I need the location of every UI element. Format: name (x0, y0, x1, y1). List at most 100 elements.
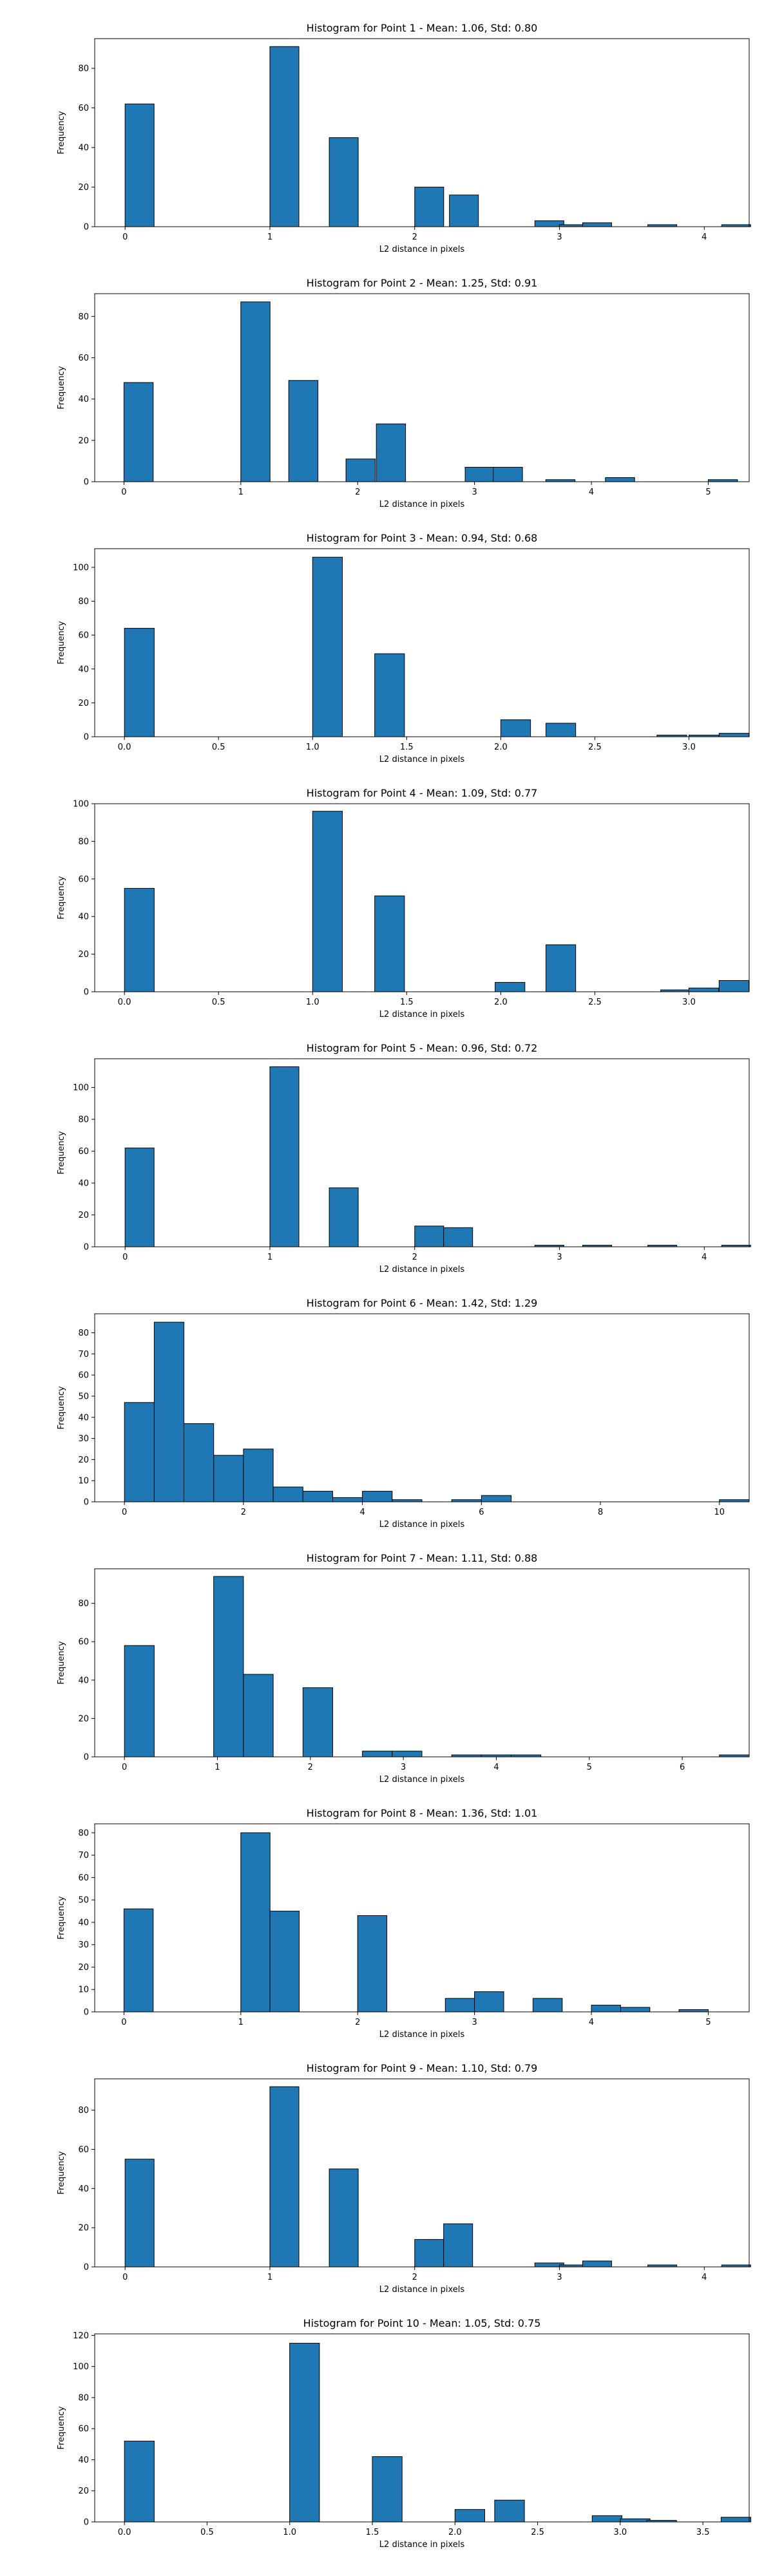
x-axis-label: L2 distance in pixels (379, 1775, 465, 1785)
histogram-bar (546, 944, 577, 992)
histogram-bar (718, 733, 750, 737)
x-tick-label: 2 (241, 1508, 246, 1517)
y-axis-label: Frequency (57, 111, 66, 154)
y-tick-label: 20 (78, 1963, 89, 1973)
histogram-bar (123, 382, 154, 482)
y-tick-label: 0 (84, 478, 89, 488)
y-tick-label: 0 (84, 223, 89, 232)
y-tick-label: 80 (78, 1599, 89, 1609)
x-axis-label: L2 distance in pixels (379, 755, 465, 764)
x-tick-label: 1.5 (366, 2528, 379, 2537)
histogram-bar (500, 719, 531, 737)
histogram-bar (124, 2159, 155, 2268)
axes-frame (94, 293, 750, 482)
x-tick-label: 2.5 (531, 2528, 544, 2537)
y-tick-label: 60 (78, 1638, 89, 1647)
x-tick-label: 4 (493, 1763, 499, 1772)
x-tick-label: 2 (412, 2273, 417, 2282)
x-tick-label: 3 (472, 2018, 477, 2027)
histogram-bar (474, 1991, 504, 2012)
y-axis-label: Frequency (57, 1896, 66, 1939)
y-axis-label: Frequency (57, 876, 66, 919)
y-tick-label: 80 (78, 312, 89, 322)
chart-title: Histogram for Point 6 - Mean: 1.42, Std:… (307, 1297, 538, 1309)
histogram-bar (272, 1486, 303, 1502)
histogram-bar (269, 1066, 300, 1247)
histogram-bar (357, 1915, 388, 2012)
histogram-bar (620, 2007, 651, 2012)
x-tick-label: 2.0 (448, 2528, 462, 2537)
histogram-chart-1: 0 1 2 3 4 0 20 40 60 80 Histogram for Point 1 - Me… (0, 8, 773, 263)
y-tick-label: 40 (78, 2184, 89, 2194)
axes-frame (94, 1313, 750, 1502)
histogram-bar (332, 1497, 363, 1502)
histogram-bar (374, 895, 405, 992)
y-axis-label: Frequency (57, 366, 66, 409)
histogram-bar (678, 2009, 709, 2012)
y-tick-label: 0 (84, 1753, 89, 1763)
x-axis-label: L2 distance in pixels (379, 1010, 465, 1019)
x-tick-label: 2.5 (588, 998, 602, 1007)
histogram-bar (449, 194, 479, 227)
histogram-bar (124, 887, 155, 992)
histogram-svg: 0.0 0.5 1.0 1.5 2.0 2.5 3.0 3.5 0 20 40 60 80 100 120 H… (57, 2317, 752, 2550)
chart-title: Histogram for Point 3 - Mean: 0.94, Std:… (307, 532, 538, 544)
histogram-chart-3: 0.0 0.5 1.0 1.5 2.0 2.5 3.0 0 20 40 60 80 100 Histogr… (0, 518, 773, 773)
x-tick-label: 5 (705, 2018, 711, 2027)
histogram-bar (153, 1321, 185, 1502)
y-tick-label: 70 (78, 1350, 89, 1359)
histogram-bar (213, 1455, 244, 1502)
y-tick-label: 40 (78, 144, 89, 153)
histogram-bar (269, 1911, 300, 2012)
y-tick-label: 60 (78, 875, 89, 884)
x-tick-label: 6 (680, 1763, 685, 1772)
x-tick-label: 0 (121, 488, 126, 497)
y-tick-label: 60 (78, 631, 89, 641)
histogram-chart-5: 0 1 2 3 4 0 20 40 60 80 100 Histogram for Point 5 -… (0, 1028, 773, 1283)
y-tick-label: 60 (78, 1873, 89, 1883)
x-tick-label: 1.5 (400, 743, 414, 752)
y-tick-label: 120 (73, 2331, 89, 2341)
histogram-bar (718, 980, 750, 992)
y-tick-label: 80 (78, 597, 89, 607)
chart-title: Histogram for Point 10 - Mean: 1.05, Std… (303, 2317, 541, 2329)
histogram-bar (362, 1491, 393, 1502)
y-tick-label: 20 (78, 699, 89, 708)
x-tick-label: 2.0 (494, 998, 508, 1007)
histogram-bar (481, 1495, 512, 1502)
histogram-bar (124, 2441, 155, 2523)
histogram-bar (289, 2343, 320, 2523)
x-tick-label: 0 (121, 2018, 126, 2027)
x-tick-label: 3 (557, 232, 562, 242)
histogram-chart-10: 0.0 0.5 1.0 1.5 2.0 2.5 3.0 3.5 0 20 40 60 80 100 120 H… (0, 2303, 773, 2558)
y-tick-label: 40 (78, 1179, 89, 1189)
x-axis-label: L2 distance in pixels (379, 2285, 465, 2295)
x-tick-label: 2 (355, 2018, 360, 2027)
x-tick-label: 3 (557, 1253, 562, 1262)
histogram-bar (376, 423, 406, 482)
x-tick-label: 0 (122, 1253, 128, 1262)
y-axis-label: Frequency (57, 2151, 66, 2194)
y-tick-label: 40 (78, 395, 89, 404)
x-tick-label: 10 (714, 1508, 725, 1517)
histogram-svg: 0.0 0.5 1.0 1.5 2.0 2.5 3.0 0 20 40 60 80 100 Histogr… (57, 532, 750, 764)
y-tick-label: 0 (84, 2008, 89, 2018)
y-tick-label: 30 (78, 1940, 89, 1950)
axes-frame (94, 1823, 750, 2012)
histogram-bar (312, 556, 343, 737)
x-tick-label: 3.0 (614, 2528, 627, 2537)
y-tick-label: 20 (78, 950, 89, 960)
x-tick-label: 6 (479, 1508, 484, 1517)
histogram-bar (345, 459, 376, 482)
x-tick-label: 4 (589, 488, 594, 497)
y-axis-label: Frequency (57, 1131, 66, 1174)
y-tick-label: 80 (78, 1828, 89, 1838)
x-tick-label: 1 (238, 2018, 243, 2027)
histogram-bar (720, 2517, 752, 2523)
x-tick-label: 0 (122, 232, 128, 242)
histogram-bar (213, 1576, 244, 1757)
y-tick-label: 60 (78, 354, 89, 363)
y-tick-label: 80 (78, 2393, 89, 2403)
y-tick-label: 80 (78, 2106, 89, 2116)
